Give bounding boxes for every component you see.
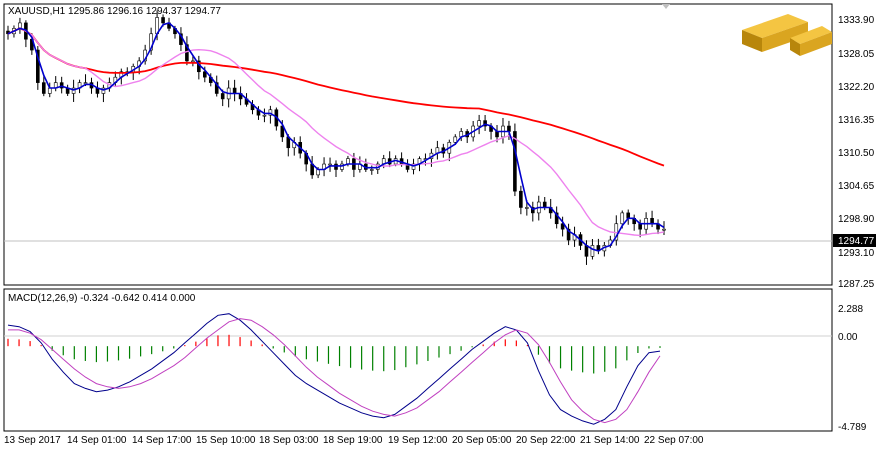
macd-axis: 2.288 0.00 -4.789 (838, 304, 867, 433)
candle-body (220, 93, 225, 100)
macd-header: MACD(12,26,9) -0.324 -0.642 0.414 0.000 (8, 293, 196, 304)
moving-averages (7, 22, 665, 252)
price-tick: 1328.05 (838, 49, 875, 60)
ma-mid-line (7, 27, 665, 237)
price-tick: 1287.25 (838, 279, 875, 290)
candle-body (530, 207, 535, 214)
price-axis: 1333.90 1328.05 1322.20 1316.35 1310.50 … (838, 15, 875, 290)
candle-body (101, 87, 106, 94)
candle-body (369, 169, 374, 171)
candle-body (554, 212, 559, 225)
candle-body (662, 228, 666, 231)
candle-body (340, 163, 344, 170)
time-tick: 18 Sep 19:00 (323, 435, 383, 446)
candle-body (620, 212, 625, 225)
current-price-badge (833, 234, 876, 247)
candle-body (584, 245, 589, 257)
time-tick: 18 Sep 03:00 (259, 435, 319, 446)
signal-line (8, 318, 661, 424)
time-tick: 14 Sep 17:00 (132, 435, 192, 446)
time-tick: 20 Sep 22:00 (516, 435, 576, 446)
candle-body (638, 223, 642, 230)
candle-body (191, 60, 195, 63)
macd-tick: 0.00 (838, 332, 858, 343)
main-plot-frame (3, 3, 833, 286)
time-tick: 22 Sep 07:00 (644, 435, 704, 446)
price-tick: 1333.90 (838, 15, 875, 26)
candle-body (203, 71, 207, 78)
gold-bars-icon (742, 14, 832, 56)
candle-body (519, 190, 523, 208)
candle-body (161, 17, 165, 24)
time-tick: 14 Sep 01:00 (67, 435, 127, 446)
macd-plot-frame (3, 288, 833, 432)
candle-body (566, 228, 571, 241)
price-tick: 1293.10 (838, 248, 875, 259)
candle-body (483, 120, 487, 127)
candle-body (542, 201, 547, 208)
price-tick: 1298.90 (838, 214, 875, 225)
macd-tick: -4.789 (838, 422, 867, 433)
chart-shift-marker[interactable] (662, 4, 670, 9)
time-tick: 20 Sep 05:00 (452, 435, 512, 446)
price-tick: 1316.35 (838, 115, 875, 126)
candle-body (334, 163, 338, 170)
candle-body (149, 33, 153, 51)
candle-body (513, 131, 517, 192)
candle-body (59, 82, 64, 89)
candle-body (268, 109, 273, 116)
candle-body (477, 120, 481, 127)
ma-slow-line (7, 27, 665, 167)
time-tick: 21 Sep 14:00 (580, 435, 640, 446)
time-axis: 13 Sep 2017 14 Sep 01:00 14 Sep 17:00 15… (4, 435, 704, 446)
macd-panel (4, 313, 832, 425)
candle-body (560, 223, 565, 230)
candle-body (71, 87, 76, 94)
candle-body (47, 87, 52, 94)
current-price-label: 1294.77 (838, 236, 875, 247)
price-tick: 1310.50 (838, 148, 875, 159)
ma-fast-line (7, 22, 665, 252)
price-tick: 1322.20 (838, 82, 875, 93)
candle-body (232, 87, 237, 94)
candle-body (262, 114, 267, 117)
candle-body (411, 163, 416, 170)
candle-body (453, 136, 458, 143)
time-tick: 15 Sep 10:00 (196, 435, 256, 446)
candle-body (525, 207, 529, 209)
chart-header: XAUUSD,H1 1295.86 1296.16 1294.37 1294.7… (8, 6, 221, 17)
candle-body (507, 125, 511, 132)
candle-body (83, 82, 88, 84)
time-tick: 13 Sep 2017 (4, 435, 61, 446)
candle-body (214, 82, 219, 94)
candle-body (590, 245, 595, 257)
candle-body (328, 163, 332, 166)
macd-line (7, 313, 661, 425)
price-tick: 1304.65 (838, 181, 875, 192)
macd-tick: 2.288 (838, 304, 863, 315)
candle-body (36, 49, 40, 83)
time-tick: 19 Sep 12:00 (388, 435, 448, 446)
candle-body (41, 82, 46, 94)
